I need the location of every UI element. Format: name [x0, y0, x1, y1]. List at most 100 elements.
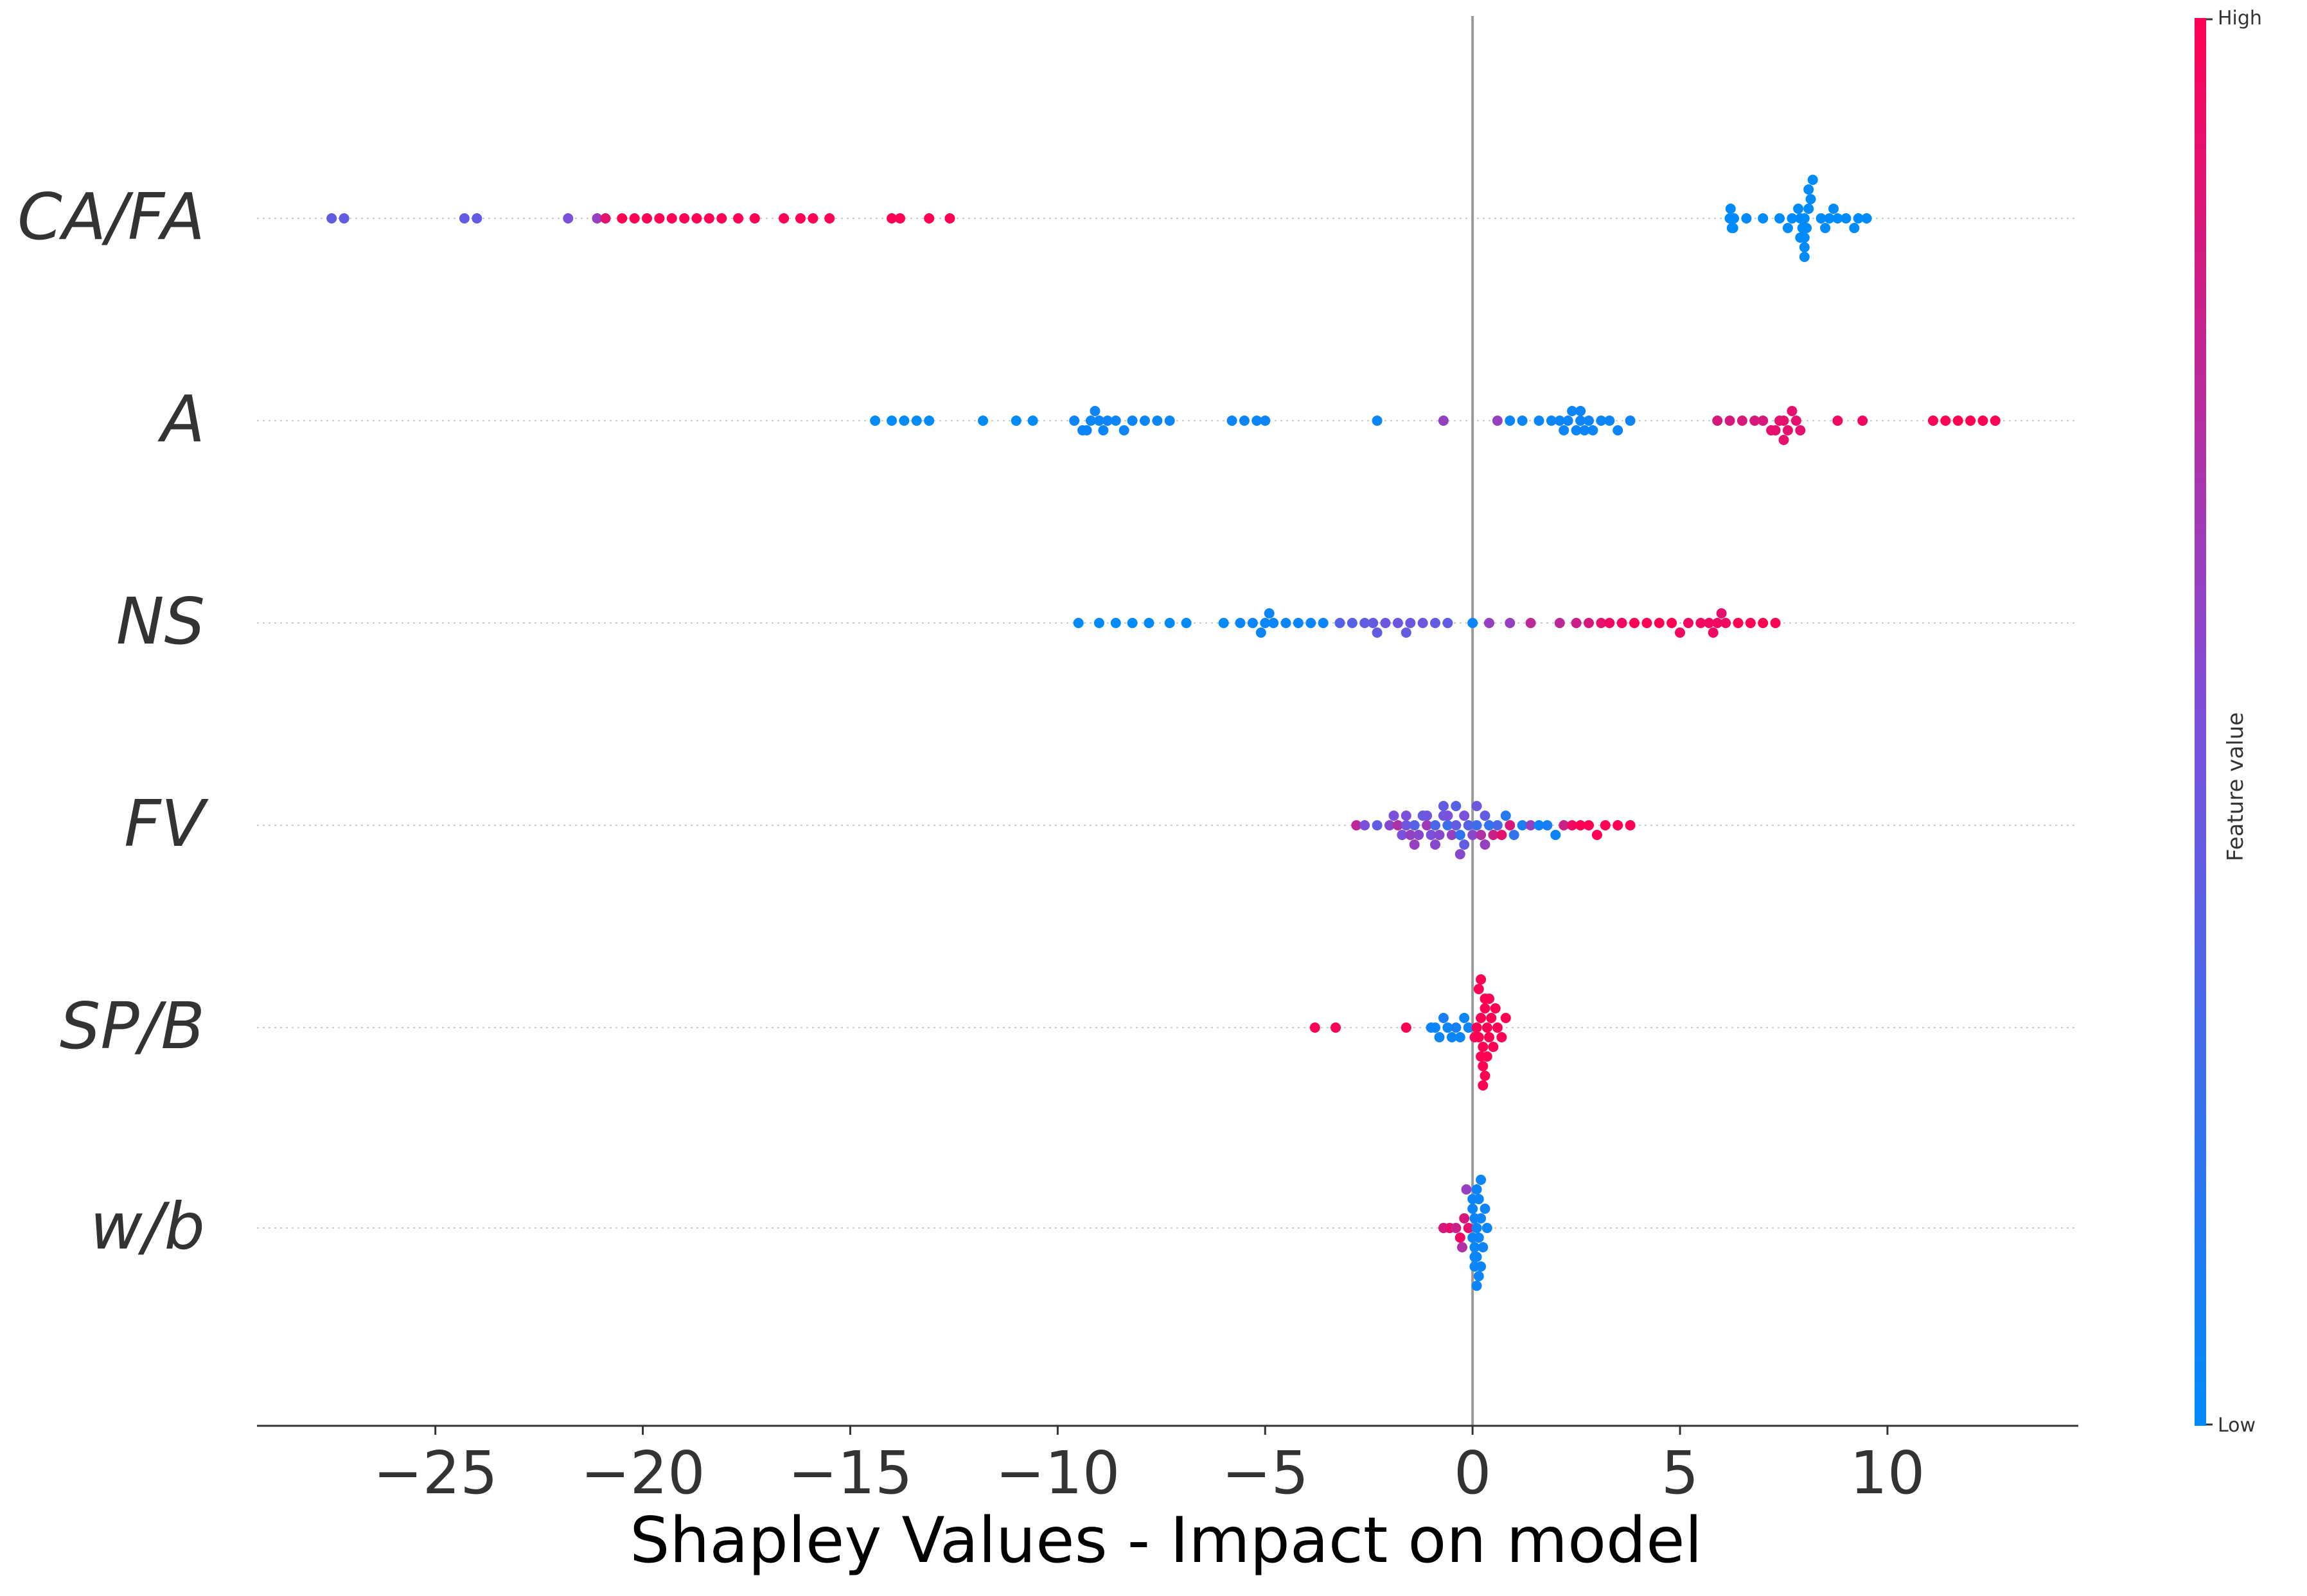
shap-point — [1807, 175, 1818, 185]
shap-point — [1484, 1032, 1494, 1042]
shap-point — [1430, 618, 1440, 628]
shap-point — [1799, 242, 1810, 252]
shap-point — [1492, 820, 1503, 830]
shap-point — [1484, 994, 1494, 1004]
shap-point — [978, 416, 989, 426]
shap-point — [1517, 820, 1528, 830]
shap-point — [1118, 425, 1129, 435]
shap-point — [870, 416, 881, 426]
shap-point — [1562, 416, 1573, 426]
shap-point — [1604, 416, 1615, 426]
shap-point — [1098, 425, 1109, 435]
shap-point — [1471, 1022, 1482, 1033]
shap-point — [1613, 425, 1623, 435]
shap-point — [1758, 618, 1769, 628]
shap-point — [1596, 416, 1607, 426]
shap-point — [1451, 1022, 1462, 1033]
shap-point — [1575, 416, 1586, 426]
shap-point — [1795, 425, 1806, 435]
shap-point — [1268, 618, 1279, 628]
shap-point — [1459, 1013, 1470, 1023]
shap-point — [924, 213, 935, 224]
shap-point — [1716, 608, 1727, 618]
shap-point — [1782, 425, 1793, 435]
shap-point — [1770, 425, 1781, 435]
shap-point — [691, 213, 702, 224]
shap-point — [1613, 820, 1623, 830]
shap-point — [1372, 820, 1383, 830]
shap-point — [1824, 213, 1835, 224]
shap-point — [1090, 406, 1100, 416]
shap-point — [1505, 618, 1516, 628]
shap-point — [1110, 416, 1121, 426]
shap-point — [1505, 416, 1516, 426]
shap-point — [1239, 416, 1250, 426]
shap-point — [1940, 416, 1951, 426]
shap-point — [1488, 830, 1499, 840]
shap-point — [1770, 618, 1781, 628]
shap-point — [1442, 820, 1453, 830]
shap-point — [1392, 618, 1403, 628]
shap-point — [617, 213, 628, 224]
shap-point — [1473, 1032, 1484, 1042]
shap-point — [1478, 1061, 1489, 1071]
shap-point — [1712, 618, 1723, 628]
x-tick-label: −15 — [788, 1439, 913, 1507]
shap-point — [1571, 425, 1582, 435]
shap-point — [1571, 618, 1582, 628]
shap-point — [1559, 425, 1569, 435]
shap-point — [1476, 1175, 1487, 1185]
shap-point — [1787, 406, 1798, 416]
shap-point — [1790, 416, 1801, 426]
shap-point — [1454, 849, 1465, 859]
shap-point — [654, 213, 665, 224]
shap-point — [1473, 1271, 1484, 1281]
colorbar-title: Feature value — [2223, 712, 2249, 862]
shap-point — [1293, 618, 1304, 628]
shap-point — [1434, 830, 1445, 840]
shap-point — [1496, 1032, 1507, 1042]
shap-point — [795, 213, 806, 224]
shap-point — [1480, 811, 1490, 821]
shap-point — [1467, 1194, 1478, 1204]
shap-point — [1463, 820, 1474, 830]
shap-point — [924, 416, 935, 426]
shap-point — [1741, 213, 1752, 224]
shap-point — [1305, 618, 1316, 628]
shap-point — [1140, 416, 1150, 426]
shap-point — [1401, 811, 1411, 821]
shap-point — [1486, 1013, 1497, 1023]
shap-point — [1401, 1022, 1411, 1033]
shap-point — [1164, 618, 1175, 628]
shap-point — [666, 213, 677, 224]
shap-point — [1567, 406, 1578, 416]
shap-point — [1380, 618, 1391, 628]
shap-point — [1708, 627, 1719, 638]
shap-point — [1861, 213, 1872, 224]
x-tick-label: −5 — [1221, 1439, 1309, 1507]
shap-point — [1584, 618, 1594, 628]
shap-point — [1442, 618, 1453, 628]
shap-point — [1181, 618, 1192, 628]
shap-point — [1853, 213, 1864, 224]
shap-point — [1584, 820, 1594, 830]
shap-point — [1454, 1032, 1465, 1042]
shap-point — [1799, 252, 1810, 262]
shap-point — [1027, 416, 1038, 426]
shap-point — [1629, 618, 1640, 628]
shap-point — [1422, 811, 1433, 821]
shap-point — [716, 213, 727, 224]
shap-point — [1469, 1261, 1480, 1272]
shap-point — [1459, 1213, 1470, 1223]
shap-point — [1480, 839, 1490, 850]
shap-point — [1438, 801, 1449, 811]
shap-point — [472, 213, 482, 224]
shap-point — [1251, 416, 1262, 426]
shap-point — [1799, 213, 1810, 224]
shap-point — [1086, 416, 1096, 426]
shap-point — [1127, 416, 1138, 426]
shap-point — [1226, 416, 1237, 426]
shap-point — [1469, 1252, 1480, 1262]
shap-point — [1430, 839, 1440, 850]
shap-point — [1434, 1032, 1445, 1042]
